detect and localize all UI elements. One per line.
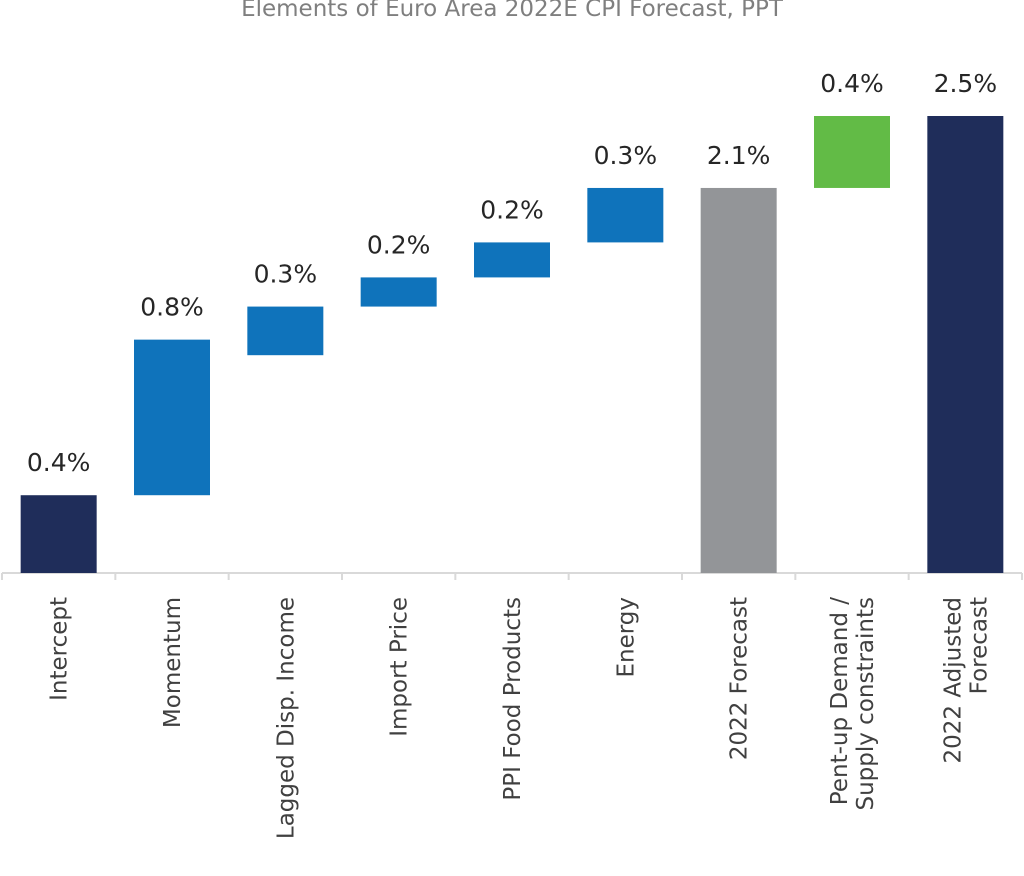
- bar-import-price: [360, 277, 437, 307]
- category-label-line: Supply constraints: [853, 597, 879, 811]
- category-label-line: 2022 Adjusted: [940, 597, 966, 764]
- category-label-line: Intercept: [47, 597, 73, 701]
- category-label-line: PPI Food Products: [500, 597, 526, 801]
- category-label-line: Energy: [613, 597, 639, 678]
- category-label-line: 2022 Forecast: [727, 597, 753, 760]
- category-label-line: Lagged Disp. Income: [273, 597, 299, 839]
- chart-title: Elements of Euro Area 2022E CPI Forecast…: [241, 0, 783, 22]
- bar-intercept: [20, 495, 97, 573]
- category-label: Lagged Disp. Income: [273, 597, 299, 839]
- category-label: 2022 Adjusted Forecast: [940, 597, 992, 764]
- bar-2022-adjusted-forecast: [927, 116, 1004, 573]
- category-label-line: Import Price: [387, 597, 413, 737]
- bar-energy: [587, 187, 664, 243]
- bar-ppi-food-products: [474, 242, 550, 278]
- data-label: 0.8%: [140, 293, 204, 322]
- category-label-line: Forecast: [966, 597, 992, 694]
- data-label: 2.5%: [934, 69, 998, 98]
- data-label: 0.2%: [367, 230, 431, 259]
- data-label: 0.2%: [480, 195, 544, 224]
- category-label: PPI Food Products: [500, 597, 526, 801]
- data-label: 2.1%: [707, 141, 771, 170]
- bar-pent-up-demand-supply-constraints: [814, 116, 890, 188]
- bar-lagged-disp-income: [247, 306, 324, 356]
- data-label: 0.4%: [820, 69, 884, 98]
- bar-2022-forecast: [700, 187, 777, 573]
- data-label: 0.4%: [27, 448, 91, 477]
- data-label: 0.3%: [254, 260, 318, 289]
- data-label: 0.3%: [594, 141, 658, 170]
- category-label: Intercept: [47, 597, 73, 701]
- category-label: 2022 Forecast: [727, 597, 753, 760]
- category-label-line: Momentum: [160, 597, 186, 728]
- category-label: Energy: [613, 597, 639, 678]
- category-label-line: Pent-up Demand /: [827, 597, 853, 805]
- category-label: Import Price: [387, 597, 413, 737]
- category-label: Pent-up Demand / Supply constraints: [827, 597, 879, 811]
- category-label: Momentum: [160, 597, 186, 728]
- bar-momentum: [134, 339, 210, 496]
